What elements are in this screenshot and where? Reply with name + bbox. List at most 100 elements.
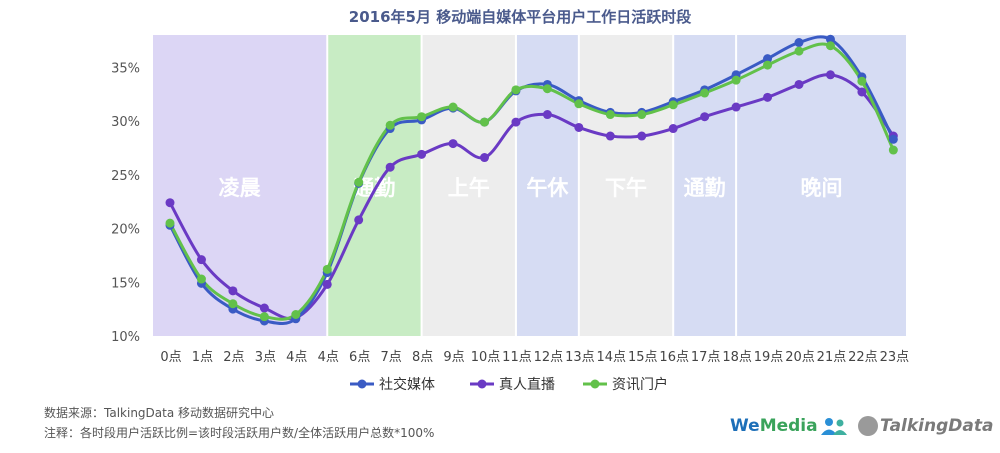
x-tick-label: 2点 <box>223 350 244 365</box>
x-tick-label: 14点 <box>597 350 627 365</box>
band-4 <box>579 35 673 336</box>
band-label-2: 上午 <box>448 176 490 200</box>
talkingdata-logo: TalkingData <box>880 416 994 436</box>
x-tick-label: 9点 <box>443 350 464 365</box>
series-lines <box>165 34 898 326</box>
chart: 2016年5月 移动端自媒体平台用户工作日活跃时段 凌晨 通勤 上午 午休 下午 通勤 晚间… <box>111 8 909 393</box>
point-2-23 <box>888 145 898 155</box>
point-1-15 <box>637 131 647 141</box>
band-2 <box>422 35 515 336</box>
point-1-22 <box>857 87 867 97</box>
point-1-3 <box>259 303 269 313</box>
point-1-10 <box>480 153 489 163</box>
x-tick-label: 20点 <box>785 350 815 365</box>
x-tick-label: 13点 <box>565 350 595 365</box>
x-tick-label: 6点 <box>349 350 370 365</box>
point-0-21 <box>825 34 835 44</box>
formula-note: 注释：各时段用户活跃比例=该时段活跃用户数/全体活跃用户总数*100% <box>44 426 435 440</box>
point-1-18 <box>731 102 741 112</box>
band-label-6: 晚间 <box>801 176 843 200</box>
point-1-14 <box>605 131 615 141</box>
time-bands: 凌晨 通勤 上午 午休 下午 通勤 晚间 <box>153 35 906 336</box>
point-0-19 <box>763 54 773 64</box>
point-2-13 <box>574 99 584 109</box>
point-1-13 <box>574 122 584 132</box>
legend: 社交媒体 真人直播 资讯门户 <box>350 376 668 393</box>
x-tick-label: 4点 <box>286 350 307 365</box>
point-2-16 <box>668 100 678 110</box>
people-icon <box>821 418 847 435</box>
talkingdata-logo-icon <box>858 416 878 436</box>
point-1-20 <box>794 79 804 89</box>
point-2-12 <box>542 84 552 94</box>
point-1-11 <box>511 117 521 127</box>
legend-label-1: 真人直播 <box>499 376 555 393</box>
band-1 <box>328 35 421 336</box>
x-tick-label: 22点 <box>848 350 878 365</box>
point-2-18 <box>731 75 741 85</box>
point-2-5 <box>322 264 332 274</box>
point-2-8 <box>417 112 427 122</box>
legend-marker-2 <box>590 379 600 389</box>
y-axis: 10% 15% 20% 25% 30% 35% <box>111 61 140 345</box>
point-2-2 <box>228 299 238 309</box>
point-2-20 <box>794 46 804 56</box>
point-1-19 <box>763 92 773 102</box>
point-1-0 <box>165 198 175 208</box>
point-1-7 <box>385 162 395 172</box>
point-2-4 <box>291 310 301 319</box>
point-1-17 <box>700 112 710 122</box>
x-tick-label: 7点 <box>381 350 402 365</box>
x-tick-label: 17点 <box>691 350 721 365</box>
y-tick-label: 10% <box>111 330 140 345</box>
x-tick-label: 11点 <box>502 350 532 365</box>
x-tick-label: 3点 <box>255 350 276 365</box>
band-6 <box>737 35 906 336</box>
chart-title: 2016年5月 移动端自媒体平台用户工作日活跃时段 <box>349 8 691 26</box>
point-1-8 <box>417 149 427 159</box>
wemedia-logo: WeMedia <box>730 416 818 436</box>
x-tick-label: 15点 <box>628 350 658 365</box>
x-tick-label: 4点 <box>318 350 339 365</box>
point-1-1 <box>196 255 206 265</box>
point-2-15 <box>637 110 647 120</box>
band-label-5: 通勤 <box>684 176 726 200</box>
point-2-19 <box>763 60 773 70</box>
point-1-2 <box>228 286 238 296</box>
point-1-12 <box>542 110 552 120</box>
x-tick-label: 0点 <box>160 350 181 365</box>
point-1-21 <box>825 70 835 80</box>
legend-label-2: 资讯门户 <box>612 376 668 393</box>
x-tick-label: 23点 <box>880 350 910 365</box>
point-2-17 <box>700 88 710 98</box>
point-2-0 <box>165 218 175 228</box>
x-tick-label: 1点 <box>192 350 213 365</box>
x-tick-label: 21点 <box>817 350 847 365</box>
y-tick-label: 30% <box>111 115 140 130</box>
source-note: 数据来源：TalkingData 移动数据研究中心 <box>44 406 275 420</box>
x-tick-label: 19点 <box>754 350 784 365</box>
band-label-4: 下午 <box>605 176 647 200</box>
x-tick-label: 16点 <box>659 350 689 365</box>
x-axis: 0点 1点 2点 3点 4点 4点 6点 7点 8点 9点 10点 11点 12点 13点 14点 15点 16… <box>160 350 909 365</box>
point-1-5 <box>322 279 332 289</box>
x-tick-label: 10点 <box>471 350 501 365</box>
point-2-11 <box>511 85 521 95</box>
point-2-10 <box>480 117 489 127</box>
wemedia-we: We <box>730 416 760 436</box>
legend-label-0: 社交媒体 <box>379 376 435 393</box>
band-label-0: 凌晨 <box>219 176 262 200</box>
y-tick-label: 35% <box>111 61 140 76</box>
point-1-16 <box>668 124 678 134</box>
y-tick-label: 20% <box>111 223 140 238</box>
point-0-23 <box>888 134 898 144</box>
y-tick-label: 25% <box>111 169 140 184</box>
band-0 <box>153 35 327 336</box>
wemedia-media: Media <box>759 416 818 436</box>
point-1-6 <box>354 215 364 225</box>
point-2-21 <box>825 41 835 51</box>
point-0-20 <box>794 38 804 48</box>
point-2-14 <box>605 110 615 120</box>
legend-marker-0 <box>357 379 367 389</box>
legend-marker-1 <box>477 379 487 389</box>
